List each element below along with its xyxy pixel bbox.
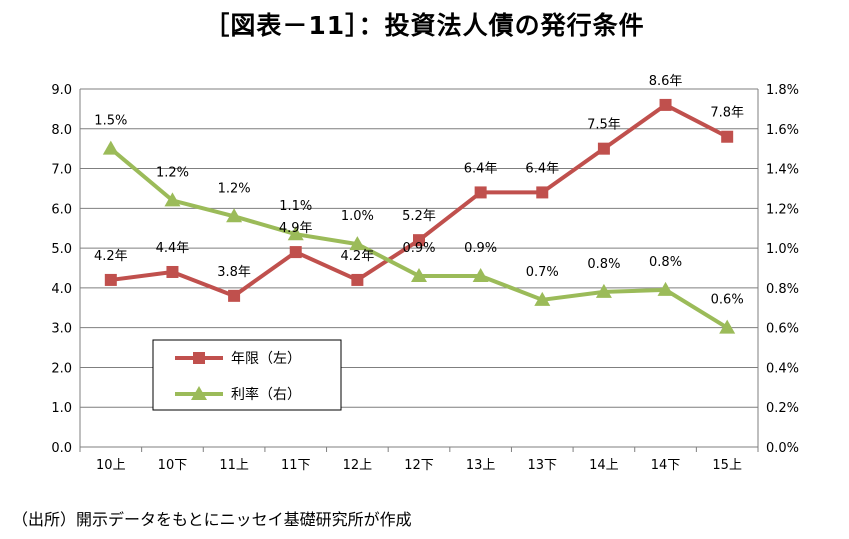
rate-data-label: 0.6%: [711, 293, 744, 308]
tenor-marker: [228, 289, 241, 302]
legend-box: [152, 339, 342, 411]
y-right-tick-label: 0.4%: [766, 361, 799, 376]
rate-data-label: 0.9%: [464, 241, 497, 256]
tenor-marker: [413, 234, 425, 247]
rate-data-label: 0.7%: [526, 265, 559, 280]
rate-data-label: 0.8%: [649, 255, 682, 270]
rate-marker: [719, 319, 736, 334]
y-left-tick-label: 0.0: [51, 441, 72, 456]
y-left-tick-label: 6.0: [51, 202, 72, 217]
tenor-marker: [597, 142, 610, 155]
y-right-tick-label: 1.2%: [766, 202, 799, 217]
x-axis: 10上 10下 11上 11下 12上 12下 13上 13下 14上 14下 15上: [79, 447, 759, 473]
source-note: （出所）開示データをもとにニッセイ基礎研究所が作成: [12, 510, 412, 529]
y-right-tick-label: 1.8%: [766, 83, 799, 98]
x-tick-label: 12下: [404, 458, 434, 473]
legend-square-marker: [193, 352, 205, 364]
y-left-tick-label: 9.0: [51, 83, 72, 98]
legend: 年限（左） 利率（右）: [152, 339, 342, 411]
tenor-data-label: 6.4年: [464, 161, 498, 176]
tenor-marker: [351, 273, 364, 286]
tenor-data-label: 7.5年: [587, 118, 621, 133]
rate-marker: [657, 281, 674, 296]
rate-data-label: 1.1%: [279, 199, 312, 214]
x-tick-label: 11上: [219, 458, 249, 473]
tenor-line: [110, 102, 729, 298]
tenor-data-label: 4.4年: [156, 241, 190, 256]
tenor-data-label: 8.6年: [649, 74, 683, 89]
y-left-tick-label: 7.0: [51, 163, 72, 178]
legend-label: 年限（左）: [231, 351, 301, 367]
rate-marker: [287, 226, 304, 241]
legend-triangle-marker: [191, 386, 207, 400]
y-right-tick-label: 0.6%: [766, 322, 799, 337]
rate-data-label: 1.2%: [156, 165, 189, 180]
rate-data-label: 1.5%: [94, 114, 127, 129]
rate-marker: [411, 267, 427, 282]
rate-data-label: 0.8%: [587, 257, 620, 272]
x-tick-label: 13下: [527, 458, 557, 473]
tenor-marker: [104, 273, 117, 286]
tenor-marker: [474, 186, 487, 199]
x-tick-label: 14上: [589, 458, 619, 473]
tenor-data-label: 4.2年: [94, 249, 128, 264]
tenor-marker: [659, 98, 672, 111]
rate-marker: [102, 140, 119, 155]
y-right-tick-label: 0.8%: [766, 282, 799, 297]
tenor-data-label: 6.4年: [525, 161, 559, 176]
y-left-tick-label: 2.0: [51, 361, 72, 376]
y-left-tick-label: 8.0: [51, 123, 72, 138]
y-right-tick-label: 0.2%: [766, 401, 799, 416]
rate-data-label: 0.9%: [402, 241, 435, 256]
y-right-tick-label: 1.6%: [766, 123, 799, 138]
rate-marker: [472, 267, 489, 282]
x-tick-label: 15上: [712, 458, 742, 473]
rate-marker: [349, 236, 366, 251]
x-tick-label: 12上: [343, 458, 373, 473]
y-right-tick-label: 0.0%: [766, 441, 799, 456]
rate-marker: [226, 208, 243, 223]
line-chart: 0.01.02.03.04.05.06.07.08.09.0 0.0%0.2%0…: [51, 74, 799, 473]
y-left-tick-label: 5.0: [51, 242, 72, 257]
chart-title: ［図表－11］：投資法人債の発行条件: [204, 11, 645, 40]
rate-marker: [164, 192, 181, 207]
tenor-data-label: 4.9年: [279, 221, 313, 236]
rate-data-label: 1.2%: [218, 181, 251, 196]
tenor-data-label: 7.8年: [710, 106, 744, 121]
y-left-tick-label: 4.0: [51, 282, 72, 297]
tenor-marker: [166, 265, 179, 278]
tenor-marker: [289, 246, 302, 259]
tenor-data-label: 3.8年: [217, 265, 251, 280]
y-left-tick-label: 3.0: [51, 322, 72, 337]
x-tick-label: 13上: [466, 458, 496, 473]
y-left-tick-label: 1.0: [51, 401, 72, 416]
data-labels: 4.2年 4.4年 3.8年 4.9年 4.2年 5.2年 6.4年 6.4年 7.5年 8.6年…: [94, 74, 744, 308]
y-axis-right: 0.0% 0.2% 0.4% 0.6% 0.8% 1.0% 1.2% 1.4% 1.6% 1.8%: [766, 83, 799, 456]
tenor-data-label: 4.2年: [341, 249, 375, 264]
y-right-tick-label: 1.0%: [766, 242, 799, 257]
x-tick-label: 11下: [281, 458, 311, 473]
tenor-data-label: 5.2年: [402, 209, 436, 224]
y-right-tick-label: 1.4%: [766, 163, 799, 178]
tenor-marker: [721, 130, 734, 143]
rate-data-label: 1.0%: [341, 209, 374, 224]
rate-marker: [534, 291, 551, 306]
y-axis-left: 0.0 1.0 2.0 3.0 4.0 5.0 6.0 7.0 8.0 9.0: [51, 83, 72, 456]
x-tick-label: 10上: [96, 458, 126, 473]
rate-marker: [595, 283, 612, 298]
series-group: [102, 98, 736, 334]
x-tick-label: 14下: [651, 458, 681, 473]
legend-label: 利率（右）: [231, 386, 301, 403]
x-tick-label: 10下: [158, 458, 188, 473]
grid-lines: [79, 88, 759, 448]
tenor-marker: [536, 186, 549, 199]
